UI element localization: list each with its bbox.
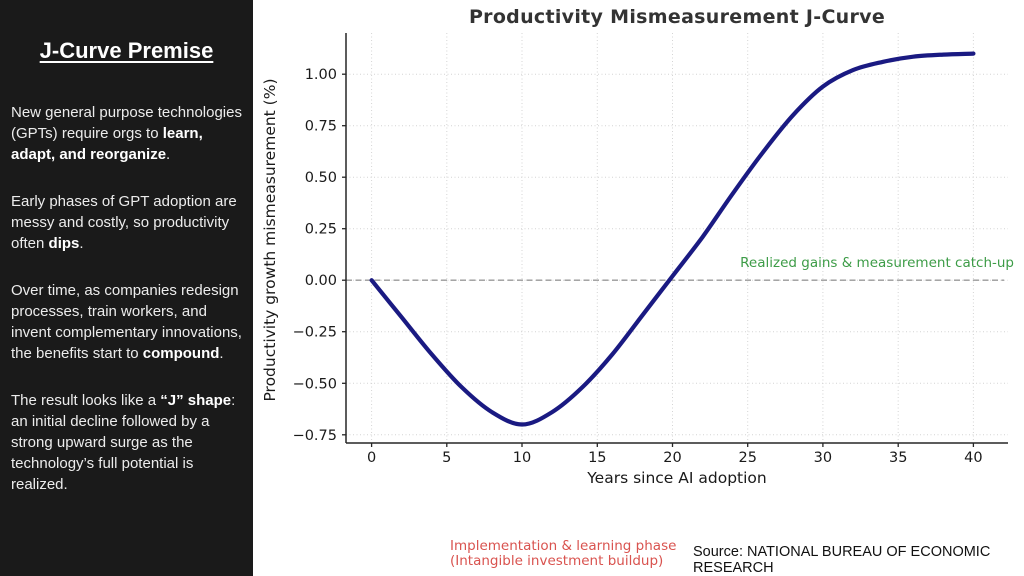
j-curve-line	[369, 51, 976, 427]
y-tick-label: 0.75	[305, 119, 337, 135]
x-tick-label: 10	[513, 450, 531, 466]
x-tick-label: 15	[588, 450, 606, 466]
premise-panel: J-Curve Premise New general purpose tech…	[0, 0, 253, 576]
x-tick-label: 5	[442, 450, 451, 466]
premise-paragraphs: New general purpose technologies (GPTs) …	[11, 102, 242, 495]
premise-paragraph: Over time, as companies redesign process…	[11, 282, 242, 362]
chart-title: Productivity Mismeasurement J-Curve	[468, 6, 886, 28]
x-tick-label: 35	[889, 450, 907, 466]
y-tick-label: 1.00	[305, 67, 337, 83]
annotation-implementation-phase: Implementation & learning phase (Intangi…	[450, 539, 676, 569]
y-tick-label: 0.00	[305, 273, 337, 289]
y-tick-label: −0.75	[293, 428, 337, 444]
y-tick-label: 0.50	[305, 170, 337, 186]
annotation-implementation-line1: Implementation & learning phase	[450, 538, 677, 554]
x-tick-label: 30	[814, 450, 832, 466]
source-attribution: Source: NATIONAL BUREAU OF ECONOMIC RESE…	[693, 544, 991, 576]
premise-paragraph: Early phases of GPT adoption are messy a…	[11, 193, 237, 252]
y-tick-label: 0.25	[305, 222, 337, 238]
x-axis-label: Years since AI adoption	[587, 469, 767, 487]
premise-title: J-Curve Premise	[39, 38, 214, 63]
y-tick-label: −0.50	[293, 376, 337, 392]
x-tick-label: 0	[367, 450, 376, 466]
y-tick-label: −0.25	[293, 325, 337, 341]
annotation-implementation-line2: (Intangible investment buildup)	[450, 553, 664, 569]
x-tick-label: 40	[964, 450, 982, 466]
premise-paragraph: The result looks like a “J” shape: an in…	[11, 392, 236, 493]
x-tick-label: 25	[738, 450, 756, 466]
annotation-realized-gains: Realized gains & measurement catch-up	[740, 255, 1014, 271]
premise-paragraph: New general purpose technologies (GPTs) …	[11, 104, 242, 163]
x-tick-label: 20	[663, 450, 681, 466]
